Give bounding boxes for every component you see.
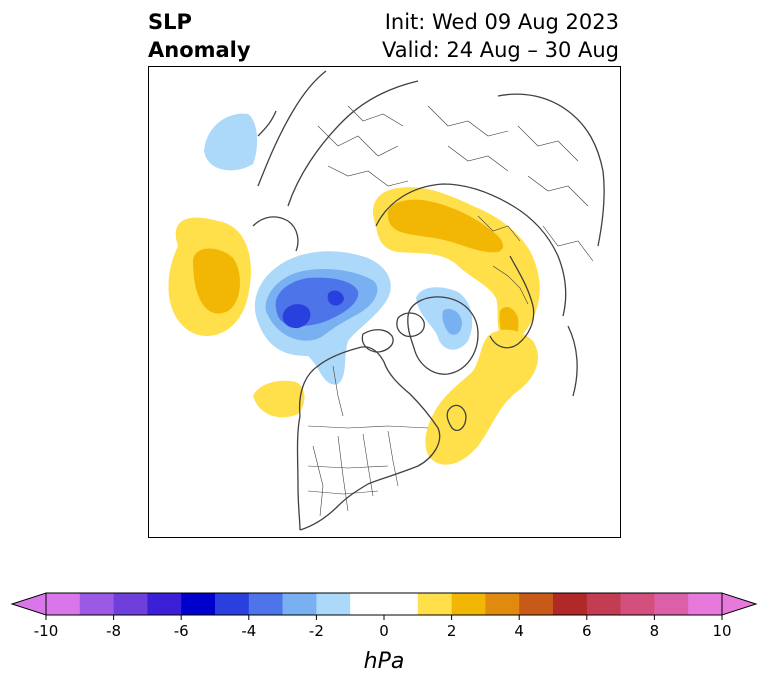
colorbar-cell [620, 593, 655, 615]
colorbar-cell [485, 593, 520, 615]
colorbar-cell [181, 593, 216, 615]
title-variable: SLP [148, 10, 192, 34]
colorbar-unit-label: hPa [364, 649, 405, 674]
colorbar-cell [215, 593, 250, 615]
init-date: Init: Wed 09 Aug 2023 [384, 10, 619, 34]
anomaly-positive-ne-pacific-coast [253, 380, 305, 418]
colorbar-tick-label: 4 [514, 622, 524, 640]
colorbar-extend-low [10, 592, 47, 616]
colorbar-cell [654, 593, 689, 615]
anomaly-positive-atlantic [425, 329, 538, 465]
colorbar-ticks: -10 -8 -6 -4 -2 0 2 4 6 8 10 [34, 615, 732, 640]
colorbar-tick-label: 0 [379, 622, 389, 640]
map-title: SLP Anomaly [148, 8, 251, 64]
colorbar-cell [417, 593, 452, 615]
political-boundaries [307, 105, 594, 517]
colorbar-cell [553, 593, 588, 615]
colorbar-cell [350, 593, 385, 615]
colorbar-tick-label: 8 [650, 622, 660, 640]
colorbar-extend-high [721, 592, 758, 616]
colorbar-cell [282, 593, 317, 615]
colorbar-cell [147, 593, 182, 615]
coastlines [252, 70, 605, 531]
colorbar-cell [519, 593, 554, 615]
map-frame [148, 66, 621, 538]
colorbar-tick-label: -2 [309, 622, 324, 640]
slp-anomaly-map [148, 66, 621, 538]
colorbar-cells [10, 592, 758, 616]
colorbar: -10 -8 -6 -4 -2 0 2 4 6 8 10 hPa [10, 592, 758, 674]
colorbar-tick-label: -4 [241, 622, 256, 640]
anomaly-negative-greenland [416, 287, 473, 350]
colorbar-cell [79, 593, 114, 615]
colorbar-tick-label: -6 [174, 622, 189, 640]
colorbar-tick-label: -8 [106, 622, 121, 640]
valid-range: Valid: 24 Aug – 30 Aug [381, 38, 619, 62]
colorbar-cell [113, 593, 148, 615]
anomaly-negative-low-main [254, 251, 391, 385]
colorbar-cell [451, 593, 486, 615]
colorbar-cell [316, 593, 351, 615]
colorbar-tick-label: -10 [34, 622, 59, 640]
colorbar-cell [384, 593, 419, 615]
anomaly-negative-north-pacific [204, 113, 258, 171]
colorbar-tick-label: 10 [712, 622, 731, 640]
anomaly-positive-pacific [168, 217, 251, 336]
title-field: Anomaly [148, 38, 251, 62]
colorbar-cell [688, 593, 723, 615]
colorbar-tick-label: 6 [582, 622, 592, 640]
forecast-info: Init: Wed 09 Aug 2023 Valid: 24 Aug – 30… [382, 8, 619, 64]
colorbar-cell [46, 593, 81, 615]
colorbar-cell [586, 593, 621, 615]
colorbar-tick-label: 2 [447, 622, 457, 640]
colorbar-cell [248, 593, 283, 615]
